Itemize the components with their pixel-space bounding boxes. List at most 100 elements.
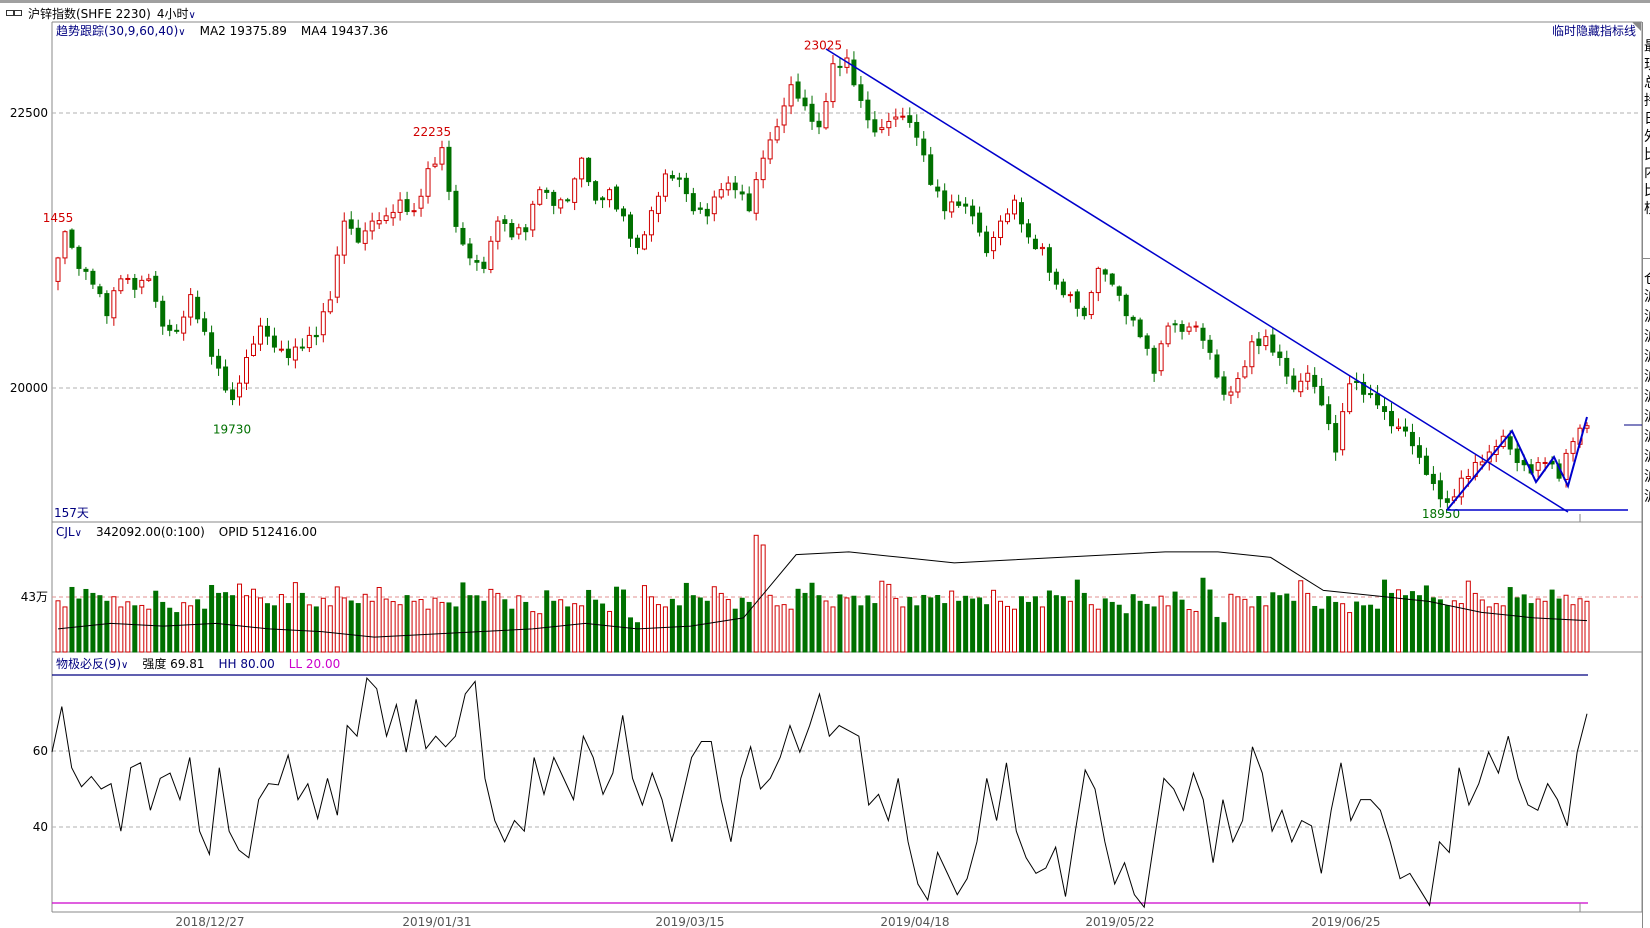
title-bar: 沪锌指数(SHFE 2230) 4小时∨ (0, 3, 1642, 23)
side-panel-label: 日 (1644, 112, 1650, 126)
side-panel-label: 沪 (1644, 390, 1650, 404)
side-quote-panel[interactable]: 最现总持日外比内比核仓沪沪沪沪沪沪沪沪沪沪沪 (1642, 22, 1650, 928)
candle-down (593, 181, 599, 201)
volume-bar-down (634, 622, 640, 653)
oscillator-tick-label: 60 (33, 744, 48, 758)
volume-bar-down (956, 600, 962, 653)
volume-bar-up (411, 600, 417, 653)
candle-down (628, 214, 634, 239)
candle-down (264, 325, 270, 337)
days-count-label: 157天 (54, 506, 89, 520)
date-axis-label: 2019/06/25 (1311, 915, 1380, 928)
volume-bar-down (285, 603, 291, 653)
oscillator-name: 物极必反(9) (56, 657, 121, 671)
candle-up (893, 116, 899, 120)
candle-up (655, 195, 661, 214)
date-axis-label: 2019/01/31 (402, 915, 471, 928)
volume-bar-up (1465, 580, 1471, 653)
candle-down (1437, 480, 1443, 500)
candle-up (1039, 246, 1045, 250)
volume-bar-down (690, 595, 696, 653)
candle-down (704, 208, 710, 217)
volume-bar-down (1389, 592, 1395, 653)
candle-up (341, 220, 347, 256)
volume-bar-down (1214, 616, 1220, 653)
side-divider (1643, 258, 1650, 259)
volume-bar-up (662, 606, 668, 653)
volume-indicator-selector[interactable]: CJL∨ (56, 525, 82, 539)
candle-down (551, 191, 557, 206)
volume-bar-up (55, 600, 61, 653)
candle-down (669, 175, 675, 179)
volume-bar-down (313, 606, 319, 653)
candle-down (1081, 307, 1087, 317)
candle-down (921, 138, 927, 156)
volume-bar-up (886, 583, 892, 653)
volume-bar-down (935, 595, 941, 653)
candle-down (467, 243, 473, 259)
candle-down (1333, 423, 1339, 453)
volume-bar-down (683, 582, 689, 653)
volume-bar-up (753, 534, 759, 653)
volume-bar-down (1312, 605, 1318, 653)
candle-up (1005, 213, 1011, 223)
candle-down (935, 186, 941, 192)
volume-bar-down (963, 595, 969, 653)
candle-down (614, 186, 620, 210)
volume-bar-down (1277, 595, 1283, 653)
volume-bar-up (146, 608, 152, 653)
link-icon[interactable] (6, 9, 22, 17)
volume-bar-down (1291, 600, 1297, 653)
date-axis-label: 2018/12/27 (175, 915, 244, 928)
volume-bar-down (600, 603, 606, 653)
candle-down (1389, 410, 1395, 427)
candle-down (460, 227, 466, 245)
candle-up (1298, 380, 1304, 393)
candle-down (1123, 294, 1129, 317)
candle-down (1430, 473, 1436, 484)
candle-up (998, 220, 1004, 238)
indicator-selector[interactable]: 趋势跟踪(30,9,60,40)∨ (56, 22, 186, 39)
volume-bar-up (1486, 606, 1492, 653)
volume-bar-down (1430, 597, 1436, 653)
candle-down (355, 227, 361, 243)
volume-bar-down (1326, 596, 1332, 653)
volume-bar-down (970, 598, 976, 653)
volume-bar-up (327, 605, 333, 653)
price-annotation: 19730 (213, 423, 251, 437)
hide-indicator-lines-button[interactable]: 临时隐藏指标线 (1551, 24, 1636, 38)
volume-bar-down (732, 608, 738, 653)
candle-down (160, 300, 166, 327)
period-selector[interactable]: 4小时∨ (157, 5, 196, 22)
candle-down (1409, 431, 1415, 447)
volume-bar-down (1109, 601, 1115, 653)
candle-up (823, 101, 829, 129)
volume-bar-up (250, 588, 256, 653)
candle-up (139, 279, 145, 288)
candle-down (90, 270, 96, 285)
candle-down (76, 246, 82, 269)
candle-down (195, 296, 201, 320)
volume-bar-down (621, 589, 627, 653)
candle-down (167, 324, 173, 331)
candle-down (809, 103, 815, 122)
volume-bar-down (921, 594, 927, 653)
candle-down (858, 84, 864, 101)
candle-up (362, 230, 368, 244)
candle-down (1214, 354, 1220, 378)
corner-toggle-icon[interactable] (1632, 22, 1641, 31)
volume-bar-up (991, 589, 997, 653)
candle-up (1465, 476, 1471, 480)
volume-bar-up (537, 613, 543, 653)
candle-up (641, 234, 647, 250)
oscillator-selector[interactable]: 物极必反(9)∨ (56, 655, 128, 672)
volume-bar-down (1556, 598, 1562, 653)
volume-bar-down (474, 595, 480, 653)
volume-bar-up (125, 601, 131, 653)
candle-down (1284, 357, 1290, 377)
volume-bar-up (383, 598, 389, 653)
candle-up (648, 210, 654, 236)
volume-tick-label: 43万 (21, 590, 48, 604)
volume-bar-down (1549, 589, 1555, 653)
